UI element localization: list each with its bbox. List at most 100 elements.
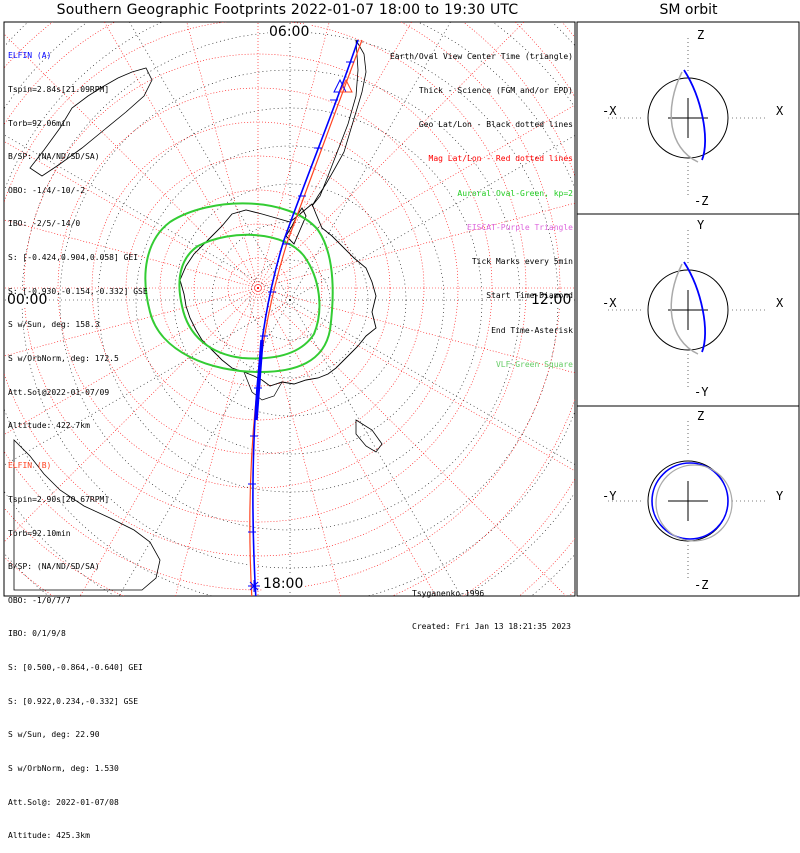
elfin-a-orbit [651,462,729,540]
coastline-antarctica [13,39,383,591]
axis-label-bottom: -Z [694,194,709,208]
legend-item: VLF-Green Square [495,359,573,369]
model-name: Tsyganenko-1996 [412,589,485,598]
axis-label-right: Y [776,489,784,503]
legend-item: Mag Lat/Lon - Red dotted lines [428,154,574,164]
elfin-a-line: Torb=92.06min [8,118,71,128]
mag-lon-line [257,22,412,289]
auroral-oval-inner [178,233,321,360]
australia-coast [13,439,161,591]
geo-lon-line [118,299,291,596]
axis-label-left: -X [602,296,617,310]
elfin-b-line: S: [0.500,-0.864,-0.640] GEI [8,663,143,673]
legend-item: Geo Lat/Lon - Black dotted lines [418,120,573,130]
elfin-a-track [252,39,359,596]
elfin-a-line: OBO: -1/4/-10/-2 [8,185,86,195]
map-layer [4,22,575,596]
mag-lon-line [4,287,259,357]
elfin-a-line: Att.Sol@2022-01-07/09 [8,387,110,397]
geo-lon-line [129,22,291,301]
legend: Earth/Oval View Center Time (triangle) T… [390,28,573,382]
elfin-a-line: IBO: -2/5/-14/0 [8,219,81,229]
elfin-b-line: Att.Sol@: 2022-01-07/08 [8,797,119,807]
legend-item: Earth/Oval View Center Time (triangle) [389,51,573,61]
elfin-a-line: S w/OrbNorm, deg: 172.5 [8,353,119,363]
mag-lon-line [4,287,259,435]
axis-label-bottom: -Z [694,578,709,592]
mag-lat-circle [57,87,459,489]
elfin-b-info: ELFIN (B) Tspin=2.90s[20.67RPM] Torb=92.… [8,438,143,853]
elfin-b-line: S w/OrbNorm, deg: 1.530 [8,763,119,773]
elfin-a-name: ELFIN (A) [8,51,52,61]
mag-lon-line [175,287,259,596]
axis-label-right: X [776,104,784,118]
auroral-oval [144,202,334,374]
clock-label-bottom: 18:00 [262,576,305,592]
mag-lon-line [257,287,341,596]
auroral-oval-outer [144,202,334,374]
main-title: Southern Geographic Footprints 2022-01-0… [56,2,519,18]
antarctica-outline [179,203,377,387]
elfin-a-line: S: [-0.930,-0.154,-0.332] GSE [8,286,148,296]
elfin-b-line: B/SP: (NA/ND/SD/SA) [8,562,100,572]
elfin-b-line: Altitude: 425.3km [8,831,90,841]
legend-item: Auroral Oval-Green, kp=2 [457,188,573,198]
axis-label-left: -Y [602,489,617,503]
clock-label-top: 06:00 [268,24,311,40]
legend-item: Thick - Science (FGM and/or EPD) [418,86,573,96]
mag-lon-line [4,219,259,289]
elfin-b-center-triangle [339,78,353,93]
legend-item: Tick Marks every 5min [471,257,573,267]
mag-lon-line [257,202,575,289]
axis-label-top: Z [697,28,705,42]
elfin-a-line: Altitude: 422.7km [8,421,90,431]
mag-lon-line [79,287,259,596]
elfin-a-science-segment [254,339,264,421]
mag-lon-line [186,22,259,289]
axis-label-bottom: -Y [694,385,709,399]
legend-item: Start Time-Diamond [486,291,573,301]
geo-lat-circle [135,145,445,455]
mag-lon-line [4,141,259,289]
legend-item: EISCAT-Purple Triangle [467,222,573,232]
elfin-a-end-asterisk [248,580,260,592]
map-frame [3,21,576,597]
elfin-b-line: S w/Sun, deg: 22.90 [8,730,100,740]
geo-lat-circle [59,69,521,531]
geo-lon-line [289,299,575,465]
elfin-b-line: OBO: -1/0/7/7 [8,595,71,605]
mag-lon-line [257,22,330,289]
elfin-a-line: S: [-0.424,0.904,0.058] GEI [8,253,139,263]
elfin-b-orbit [655,464,733,542]
geo-lat-circle [211,221,369,379]
elfin-a-line: Tspin=2.84s[21.09RPM] [8,85,110,95]
elfin-a-line: S w/Sun, deg: 158.3 [8,320,100,330]
axis-label-top: Y [697,218,705,232]
axis-label-top: Z [697,409,705,423]
elfin-b-name: ELFIN (B) [8,461,52,471]
samerica-coast [311,39,367,207]
mag-lon-line [104,22,259,289]
elfin-b-line: S: [0.922,0.234,-0.332] GSE [8,696,139,706]
footprint-tracks [248,39,363,596]
sm-orbit-panels [608,38,768,581]
orbit-frame [576,21,800,597]
elfin-b-line: IBO: 0/1/9/8 [8,629,66,639]
credit: Tsyganenko-1996 Created: Fri Jan 13 18:2… [412,566,571,643]
geo-lon-line [4,134,291,301]
elfin-a-orbit [683,69,706,161]
mag-lon-line [257,287,575,472]
nz-coast [355,419,383,453]
mag-lon-line [257,287,567,596]
axis-label-left: -X [602,104,617,118]
mag-lon-line [257,287,437,596]
ross-shelf [243,371,283,401]
africa-coast [29,67,153,177]
map-clip-group [4,22,575,596]
legend-item: End Time-Asterisk [491,325,573,335]
geo-grid [4,22,575,596]
mag-lon-line [257,104,575,289]
footprint-figure [3,21,800,597]
clock-label-left: 00:00 [6,292,49,308]
elfin-a-line: B/SP: (NA/ND/SD/SA) [8,152,100,162]
